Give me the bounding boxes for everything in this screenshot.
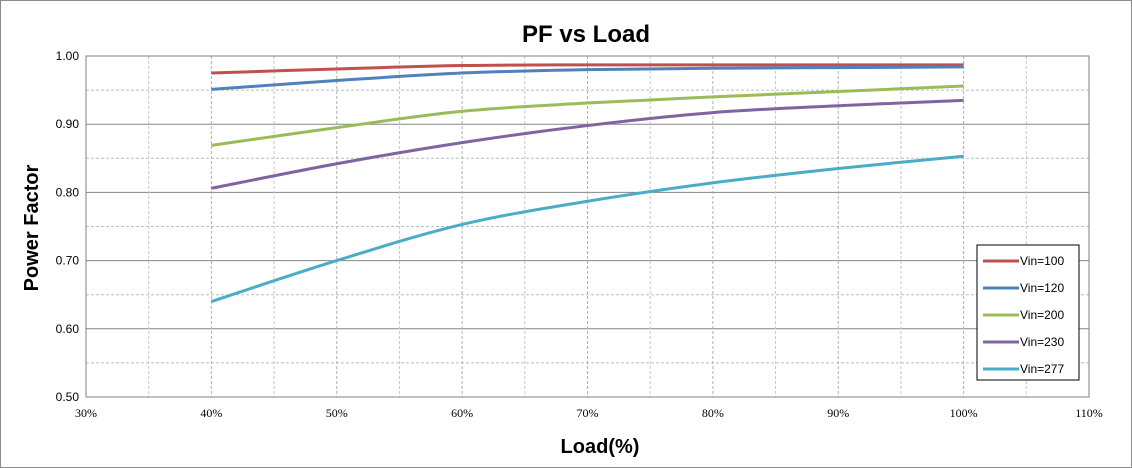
legend: Vin=100 Vin=120 Vin=200 Vin=230 Vin=277 — [976, 244, 1080, 381]
x-tick-label: 50% — [326, 406, 348, 420]
tick-layer: 0.50 0.60 0.70 0.80 0.90 1.00 30% 40% 50% 60% 70% 8… — [56, 49, 1103, 420]
legend-label: Vin=277 — [1020, 362, 1064, 376]
x-tick-label: 110% — [1075, 406, 1103, 420]
x-tick-label: 40% — [200, 406, 222, 420]
x-tick-label: 90% — [827, 406, 849, 420]
x-tick-label: 100% — [950, 406, 978, 420]
y-tick-label: 0.90 — [56, 117, 80, 131]
y-tick-label: 0.50 — [56, 390, 80, 404]
x-tick-label: 30% — [75, 406, 97, 420]
x-tick-label: 80% — [702, 406, 724, 420]
x-tick-label: 70% — [577, 406, 599, 420]
grid-layer — [86, 56, 1089, 397]
chart-title: PF vs Load — [522, 21, 650, 48]
x-axis-title: Load(%) — [561, 436, 640, 458]
legend-label: Vin=120 — [1020, 281, 1064, 295]
series-line-vin-230 — [211, 98, 964, 190]
legend-label: Vin=230 — [1020, 335, 1064, 349]
plot-area — [85, 55, 1090, 398]
y-tick-label: 0.60 — [56, 322, 80, 336]
y-tick-label: 0.80 — [56, 185, 80, 199]
series-layer — [210, 63, 964, 303]
series-line-vin-120 — [211, 65, 964, 91]
x-tick-label: 60% — [451, 406, 473, 420]
legend-label: Vin=200 — [1020, 308, 1064, 322]
series-line-vin-277 — [210, 154, 964, 303]
y-tick-label: 1.00 — [56, 49, 80, 63]
y-axis-title: Power Factor — [21, 164, 43, 291]
legend-label: Vin=100 — [1020, 254, 1064, 268]
y-tick-label: 0.70 — [56, 254, 80, 268]
series-line-vin-100 — [211, 63, 964, 75]
legend-box — [976, 244, 1080, 381]
series-line-vin-200 — [211, 84, 964, 147]
